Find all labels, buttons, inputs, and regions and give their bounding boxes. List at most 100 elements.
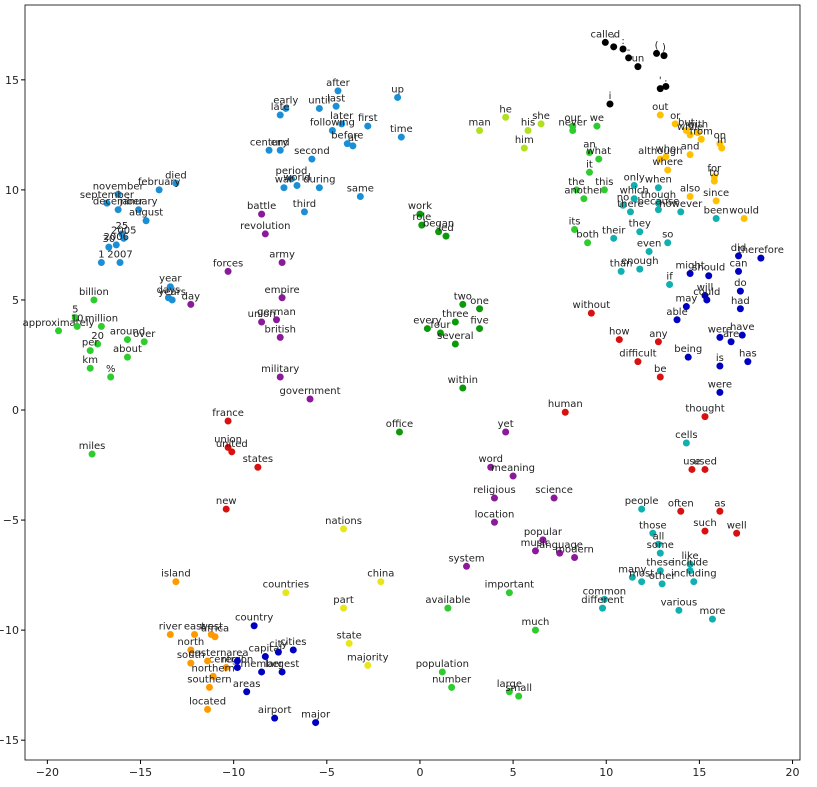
point (684, 353, 692, 361)
point (172, 179, 180, 187)
point-label: him (515, 135, 534, 146)
point-label: days (157, 285, 181, 296)
point (258, 210, 266, 218)
point (656, 111, 664, 119)
point-label: popular (524, 527, 563, 538)
point (114, 206, 122, 214)
point-label: five (470, 316, 488, 327)
point-label: empire (265, 285, 300, 296)
point (476, 325, 484, 333)
point (520, 144, 528, 152)
point (673, 316, 681, 324)
point (222, 505, 230, 513)
point-label: where (652, 157, 683, 168)
point-label: government (280, 386, 341, 397)
point (701, 465, 709, 473)
point (571, 226, 579, 234)
point-label: after (326, 78, 351, 89)
point-label: other (649, 571, 677, 582)
point-label: most (629, 569, 654, 580)
point-label: all (653, 531, 665, 542)
point-label: different (581, 595, 624, 606)
point-label: thought (685, 404, 724, 415)
point-label: later (330, 111, 354, 122)
point (105, 243, 113, 251)
point (628, 573, 636, 581)
point-label: called (590, 29, 620, 40)
point (423, 325, 431, 333)
point-label: about (113, 344, 142, 355)
point-label: four (430, 320, 451, 331)
point (459, 300, 467, 308)
point-label: country (235, 613, 273, 624)
point-label: available (425, 595, 470, 606)
point-label: can (730, 258, 748, 269)
point (289, 646, 297, 654)
point-label: airport (258, 705, 292, 716)
point-label: though (641, 190, 676, 201)
point-label: billion (79, 287, 109, 298)
point-label: with (687, 120, 708, 131)
point-label: would (729, 206, 759, 217)
point-label: its (569, 217, 581, 228)
point-label: river (159, 622, 183, 633)
point (356, 193, 364, 201)
point-label: able (666, 307, 687, 318)
point (701, 527, 709, 535)
point (654, 540, 662, 548)
y-tick-label: 15 (5, 74, 19, 87)
point-label: i (609, 91, 612, 102)
point-label: however (659, 199, 703, 210)
point (334, 87, 342, 95)
point-label: could (693, 287, 720, 298)
point-label: being (674, 344, 702, 355)
point-label: role (412, 212, 431, 223)
point-label: east (184, 622, 205, 633)
point-label: one (470, 296, 489, 307)
point (293, 181, 301, 189)
point-label: first (358, 113, 378, 124)
point-label: so (662, 230, 673, 241)
point-label: more (699, 606, 725, 617)
point-label: army (269, 250, 295, 261)
point (306, 395, 314, 403)
point-label: majority (347, 652, 389, 663)
point-label: part (333, 595, 354, 606)
point-label: cells (675, 430, 697, 441)
point-label: - (627, 45, 631, 56)
point-label: only (624, 172, 645, 183)
point (716, 507, 724, 515)
point (340, 604, 348, 612)
point (123, 336, 131, 344)
point (524, 126, 532, 134)
point (332, 102, 340, 110)
point (550, 494, 558, 502)
point-label: difficult (619, 349, 656, 360)
point (654, 199, 662, 207)
point-label: german (257, 307, 296, 318)
point (343, 140, 351, 148)
point-label: union (248, 309, 276, 320)
point-label: state (336, 630, 361, 641)
point (233, 664, 241, 672)
point-label: music (521, 538, 551, 549)
point (55, 327, 63, 335)
point-label: common (583, 586, 627, 597)
y-tick-label: 0 (12, 404, 19, 417)
point (112, 241, 120, 249)
point (476, 305, 484, 313)
point (308, 155, 316, 163)
point (658, 580, 666, 588)
point (569, 126, 577, 134)
point-label: africa (201, 624, 229, 635)
point (328, 126, 336, 134)
point-label: last (327, 93, 345, 104)
point-label: language (536, 540, 583, 551)
point-label: an (583, 139, 595, 150)
point-label: january (119, 197, 158, 208)
point (168, 296, 176, 304)
point-label: december (93, 197, 144, 208)
point (315, 104, 323, 112)
point-label: 2005 (111, 225, 136, 236)
